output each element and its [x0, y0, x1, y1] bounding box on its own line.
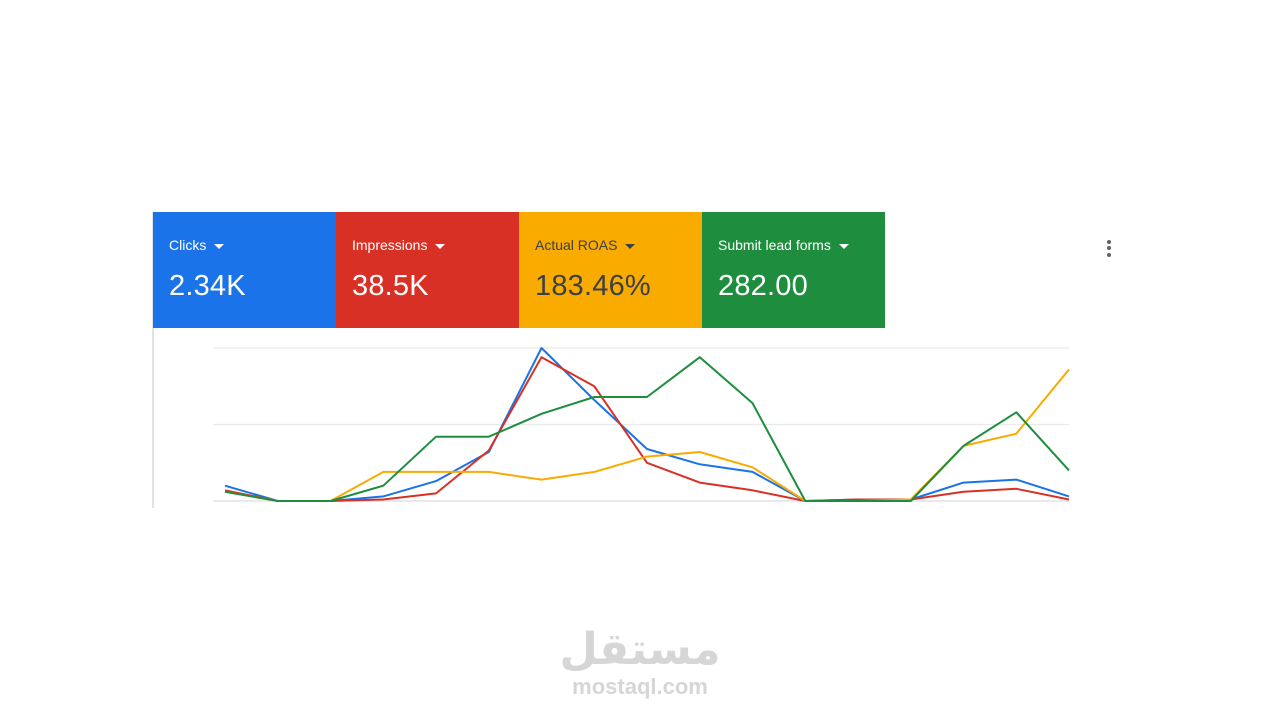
metric-label: Actual ROAS — [535, 237, 618, 253]
metric-label: Impressions — [352, 237, 428, 253]
metric-tabs: Clicks 2.34K Impressions 38.5K Actual RO… — [153, 212, 885, 328]
caret-down-icon[interactable] — [625, 243, 636, 249]
metric-value: 2.34K — [169, 270, 246, 302]
performance-card — [152, 212, 1118, 508]
watermark-logo-latin: mostaql.com — [572, 674, 708, 699]
more-vert-icon — [1107, 252, 1111, 257]
metric-card-submit-lead-forms[interactable]: Submit lead forms 282.00 — [702, 212, 885, 328]
metric-label: Submit lead forms — [718, 237, 831, 253]
caret-down-icon[interactable] — [838, 243, 849, 249]
caret-down-icon[interactable] — [435, 243, 446, 249]
series-line-actual-roas — [224, 368, 1070, 502]
series-line-clicks — [224, 347, 1070, 502]
more-vert-icon — [1107, 246, 1111, 250]
metric-card-impressions[interactable]: Impressions 38.5K — [336, 212, 519, 328]
metric-card-clicks[interactable]: Clicks 2.34K — [153, 212, 336, 328]
more-options-button[interactable] — [1096, 234, 1122, 262]
more-vert-icon — [1107, 239, 1111, 244]
series-line-impressions — [224, 356, 1070, 502]
series-line-submit-lead-forms — [224, 356, 1070, 502]
performance-line-chart — [213, 347, 1070, 502]
metric-value: 282.00 — [718, 270, 808, 302]
metric-card-actual-roas[interactable]: Actual ROAS 183.46% — [519, 212, 702, 328]
card-border — [152, 212, 154, 508]
watermark: مستقل mostaql.com — [540, 626, 740, 700]
metric-value: 38.5K — [352, 270, 429, 302]
caret-down-icon[interactable] — [214, 243, 225, 249]
metric-label: Clicks — [169, 237, 207, 253]
watermark-logo-arabic: مستقل — [559, 624, 721, 675]
metric-value: 183.46% — [535, 270, 651, 302]
